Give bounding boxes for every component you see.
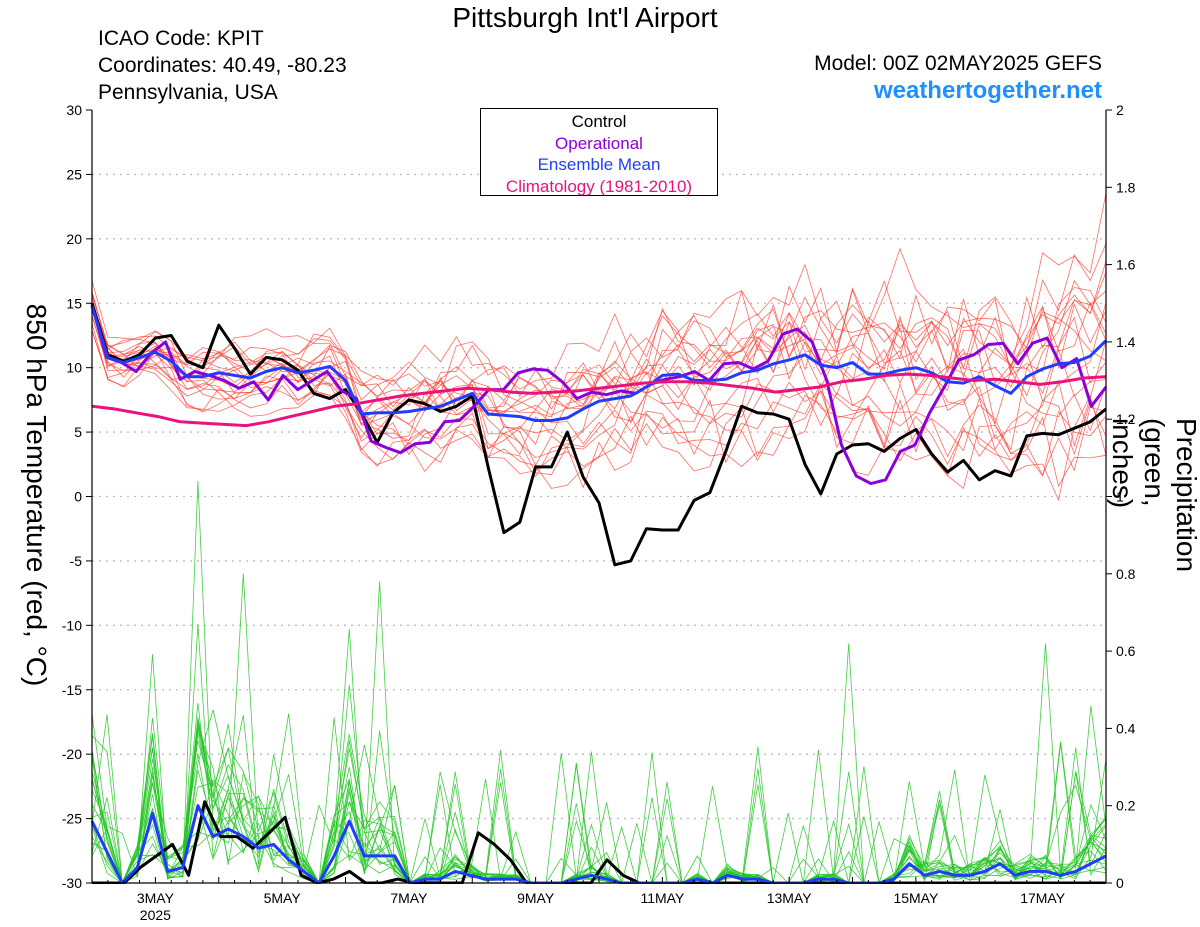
ensemble-members-precipitation <box>91 480 1107 885</box>
x-tick-label: 9MAY <box>517 890 555 906</box>
precipitation-member-line <box>91 685 1107 885</box>
x-tick-sublabel: 2025 <box>140 907 171 923</box>
precipitation-member-line <box>91 654 1107 884</box>
legend-entry-control: Control <box>571 112 627 131</box>
y-tick-label: 30 <box>66 102 82 118</box>
x-tick-label: 7MAY <box>390 890 428 906</box>
y2-tick-label: 0.4 <box>1116 720 1136 736</box>
y-tick-label: 5 <box>74 424 82 440</box>
y2-tick-label: 1.4 <box>1116 334 1136 350</box>
precipitation-member-line <box>91 703 1107 885</box>
y-tick-label: 15 <box>66 295 82 311</box>
axes <box>0 110 1200 927</box>
temperature-member-line <box>91 308 1107 478</box>
ensemble-members-temperature <box>91 193 1107 502</box>
legend-entry-climatology: Climatology (1981-2010) <box>505 176 693 196</box>
temperature-member-line <box>91 272 1107 415</box>
y2-tick-label: 1 <box>1116 489 1124 505</box>
y2-tick-label: 1.6 <box>1116 257 1136 273</box>
icao-code: ICAO Code: KPIT <box>98 27 264 50</box>
y-tick-label: -15 <box>62 682 82 698</box>
y2-tick-label: 0.8 <box>1116 566 1136 582</box>
precipitation-member-line <box>91 735 1107 885</box>
temperature-member-line <box>91 279 1107 425</box>
temperature-line-operational <box>90 305 1108 486</box>
precipitation-member-line <box>91 628 1107 884</box>
site-watermark[interactable]: weathertogether.net <box>873 77 1102 104</box>
y-tick-label: -20 <box>62 746 82 762</box>
y-axis-label-left: 850 hPa Temperature (red, °C) <box>21 303 52 687</box>
y2-tick-label: 0.6 <box>1116 643 1136 659</box>
y-tick-label: -30 <box>62 875 82 891</box>
y2-tick-label: 0.2 <box>1116 798 1136 814</box>
precipitation-member-line <box>91 723 1107 885</box>
region: Pennsylvania, USA <box>98 81 278 104</box>
y-axis-label-right: 6-hour Precipitation (green, inches) <box>1107 417 1200 573</box>
precipitation-member-line <box>91 717 1107 884</box>
y-tick-label: 0 <box>74 489 82 505</box>
y2-tick-label: 1.8 <box>1116 179 1136 195</box>
temperature-member-line <box>91 193 1107 390</box>
x-tick-label: 11MAY <box>640 890 684 906</box>
y2-tick-label: 1.2 <box>1116 411 1136 427</box>
y-tick-label: 10 <box>66 360 82 376</box>
x-tick-label: 3MAY <box>137 890 175 906</box>
temperature-line-control <box>90 302 1107 567</box>
model-run: Model: 00Z 02MAY2025 GEFS <box>814 52 1102 75</box>
temperature-member-line <box>91 291 1107 424</box>
x-tick-label: 15MAY <box>893 890 939 906</box>
legend-entry-operational: Operational <box>555 133 643 153</box>
precipitation-member-line <box>91 723 1107 885</box>
tick-labels: -30-25-20-15-10-505101520253000.20.40.60… <box>62 102 1136 923</box>
legend-entry-ensemble-mean: Ensemble Mean <box>537 155 661 174</box>
temperature-line-climatology-1981-2010- <box>91 372 1107 428</box>
x-tick-label: 5MAY <box>264 890 302 906</box>
series-lines <box>90 302 1108 885</box>
chart-title: Pittsburgh Int'l Airport <box>452 2 718 33</box>
y-tick-label: -25 <box>62 811 82 827</box>
legend: Control Operational Ensemble Mean Climat… <box>480 108 718 196</box>
y2-tick-label: 2 <box>1116 102 1124 118</box>
x-tick-label: 17MAY <box>1020 890 1066 906</box>
y-tick-label: 25 <box>66 166 82 182</box>
temperature-member-line <box>91 308 1107 502</box>
y-tick-label: 20 <box>66 231 82 247</box>
y-tick-label: -5 <box>70 553 83 569</box>
precipitation-member-line <box>91 643 1107 884</box>
precipitation-member-line <box>91 733 1107 885</box>
y-tick-label: -10 <box>62 617 82 633</box>
temperature-member-line <box>91 330 1107 489</box>
x-tick-label: 13MAY <box>767 890 813 906</box>
coordinates: Coordinates: 40.49, -80.23 <box>98 54 347 77</box>
bottom-mask <box>0 884 1200 927</box>
y2-tick-label: 0 <box>1116 875 1124 891</box>
